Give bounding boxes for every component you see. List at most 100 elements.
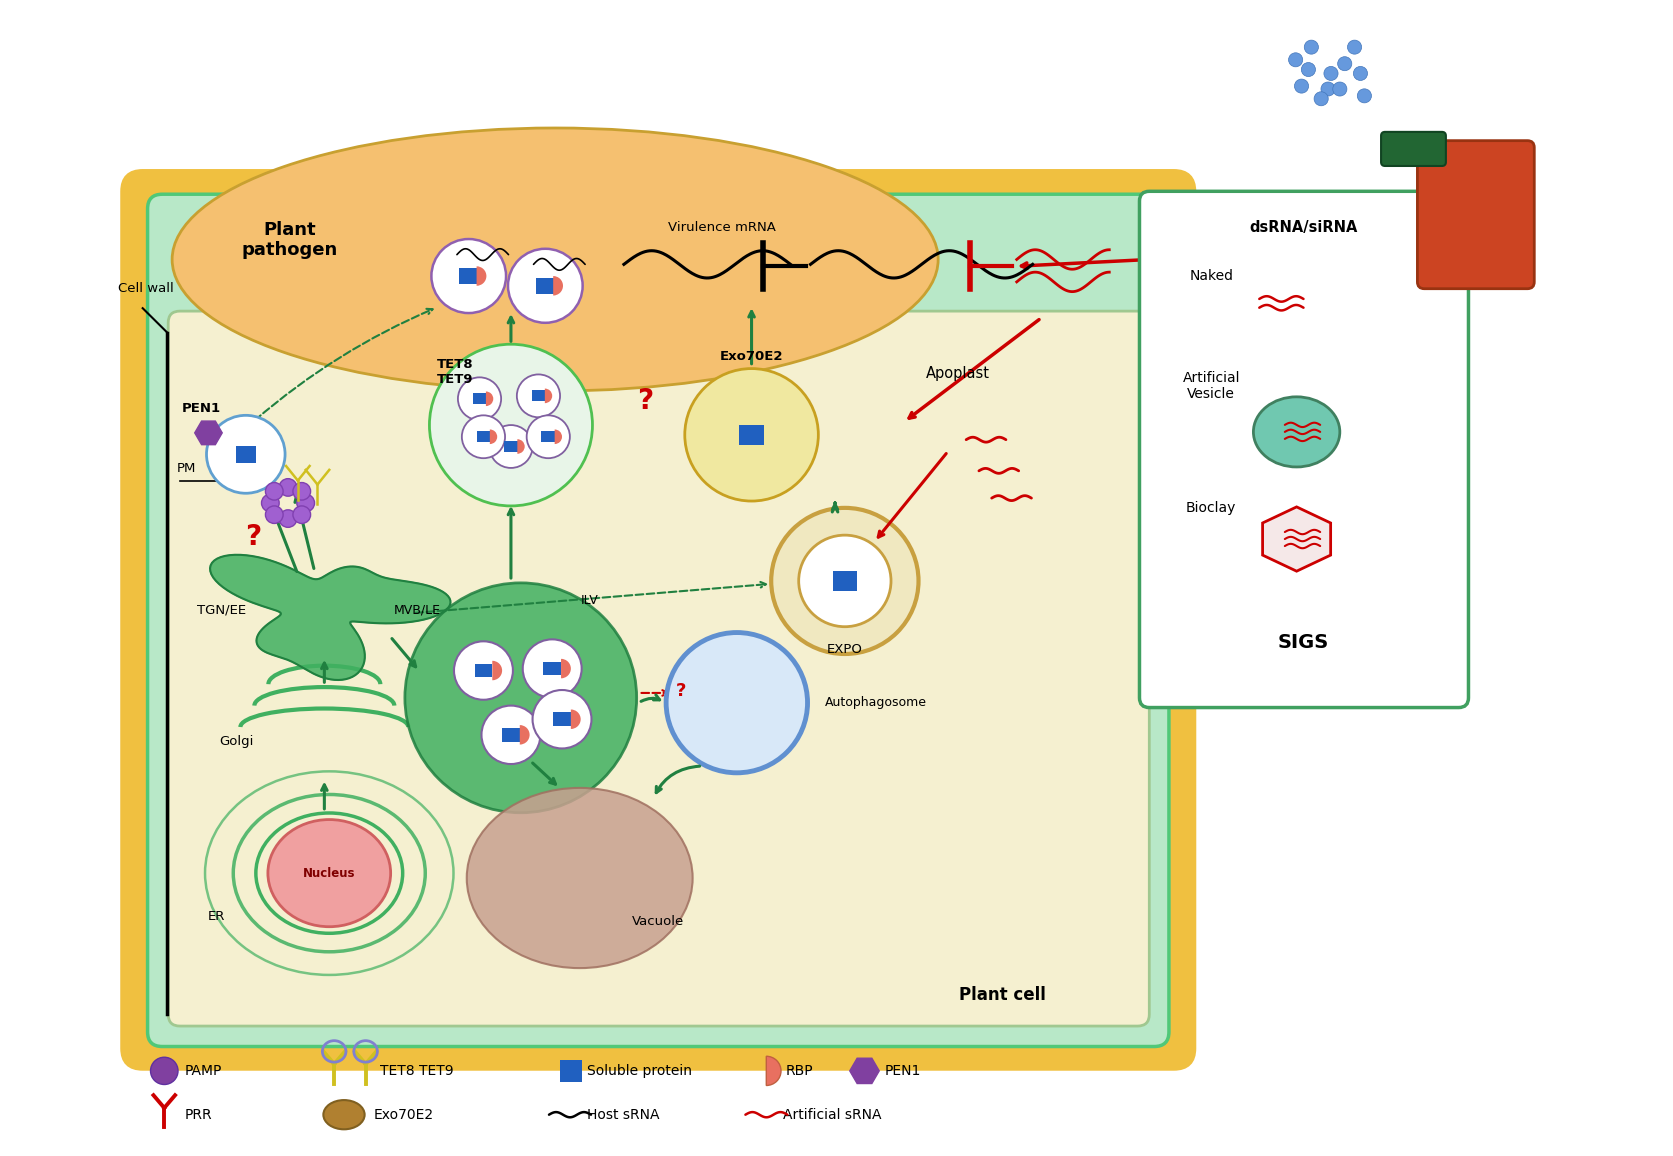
Text: Apoplast: Apoplast (925, 366, 989, 381)
Text: Vacuole: Vacuole (632, 916, 684, 928)
Bar (535, 277, 555, 294)
Bar (477, 431, 490, 442)
FancyBboxPatch shape (1139, 191, 1467, 707)
Text: Soluble protein: Soluble protein (586, 1064, 691, 1077)
Text: Exo70E2: Exo70E2 (373, 1107, 433, 1121)
Wedge shape (554, 430, 562, 444)
Text: Host sRNA: Host sRNA (586, 1107, 659, 1121)
Circle shape (522, 639, 581, 698)
Text: Virulence mRNA: Virulence mRNA (668, 221, 776, 234)
Circle shape (432, 239, 505, 313)
Circle shape (1357, 89, 1370, 103)
Wedge shape (517, 439, 524, 454)
Circle shape (279, 479, 296, 496)
Polygon shape (209, 555, 450, 680)
Ellipse shape (467, 788, 693, 968)
Bar (236, 446, 256, 462)
Text: ILV: ILV (581, 594, 597, 607)
Wedge shape (485, 392, 494, 406)
Bar (560, 1060, 581, 1082)
Wedge shape (552, 276, 562, 296)
Polygon shape (850, 1058, 878, 1083)
Bar (738, 425, 765, 445)
Bar (544, 661, 560, 675)
Text: Cell wall: Cell wall (119, 282, 174, 295)
Text: dsRNA/siRNA: dsRNA/siRNA (1248, 220, 1357, 235)
Circle shape (266, 506, 283, 524)
Bar (458, 268, 478, 284)
FancyBboxPatch shape (147, 194, 1168, 1046)
Text: Bioclay: Bioclay (1184, 501, 1236, 514)
Polygon shape (1261, 506, 1330, 571)
Circle shape (458, 377, 500, 420)
Text: Naked: Naked (1188, 269, 1233, 283)
Text: SIGS: SIGS (1276, 632, 1328, 652)
Circle shape (261, 495, 279, 512)
Circle shape (296, 495, 315, 512)
Bar (475, 664, 492, 677)
Ellipse shape (172, 128, 937, 391)
Ellipse shape (1253, 397, 1338, 467)
Circle shape (1300, 62, 1315, 76)
Circle shape (279, 510, 296, 527)
Circle shape (1293, 79, 1308, 94)
Circle shape (1323, 66, 1337, 81)
Text: RBP: RBP (785, 1064, 813, 1077)
Circle shape (453, 642, 512, 699)
Text: Plant cell: Plant cell (959, 986, 1046, 1003)
Circle shape (1303, 40, 1318, 54)
Text: EXPO: EXPO (826, 643, 862, 655)
Circle shape (1352, 66, 1367, 81)
Text: TGN/EE: TGN/EE (196, 603, 246, 616)
Wedge shape (570, 710, 581, 729)
Circle shape (405, 583, 636, 813)
FancyBboxPatch shape (122, 172, 1193, 1068)
Wedge shape (560, 659, 570, 679)
Bar (502, 728, 520, 742)
Circle shape (532, 690, 591, 748)
Circle shape (1320, 82, 1335, 96)
Text: Artificial
Vesicle: Artificial Vesicle (1181, 371, 1240, 401)
Circle shape (1332, 82, 1347, 96)
Text: Plant
pathogen: Plant pathogen (241, 221, 338, 259)
Circle shape (1288, 53, 1302, 67)
Polygon shape (194, 421, 223, 445)
Circle shape (684, 369, 818, 501)
Text: Golgi: Golgi (219, 735, 253, 748)
Wedge shape (492, 661, 502, 680)
Circle shape (517, 375, 560, 417)
Text: ?: ? (637, 387, 652, 415)
FancyBboxPatch shape (1417, 141, 1534, 289)
Text: ER: ER (207, 911, 224, 924)
Text: Nucleus: Nucleus (303, 867, 355, 880)
Circle shape (507, 249, 582, 323)
Bar (833, 571, 857, 591)
Bar (472, 393, 487, 405)
Text: ?: ? (676, 682, 686, 701)
Wedge shape (766, 1057, 781, 1085)
Circle shape (151, 1058, 177, 1084)
Circle shape (206, 415, 284, 494)
Circle shape (293, 506, 311, 524)
Text: TET8 TET9: TET8 TET9 (380, 1064, 453, 1077)
Text: PM: PM (177, 462, 196, 475)
Circle shape (666, 632, 806, 773)
Circle shape (482, 705, 540, 764)
Text: PEN1: PEN1 (883, 1064, 920, 1077)
Circle shape (1337, 57, 1352, 71)
Text: PEN1: PEN1 (182, 402, 221, 415)
Wedge shape (520, 725, 529, 744)
Text: PAMP: PAMP (184, 1064, 223, 1077)
Circle shape (489, 425, 532, 468)
Circle shape (1347, 40, 1360, 54)
Circle shape (1313, 91, 1327, 106)
Circle shape (430, 344, 592, 506)
Ellipse shape (268, 820, 390, 927)
Text: TET8
TET9: TET8 TET9 (437, 357, 473, 385)
Text: ?: ? (244, 523, 261, 551)
Text: PRR: PRR (184, 1107, 212, 1121)
Wedge shape (490, 430, 497, 444)
Bar (540, 431, 555, 442)
Circle shape (293, 482, 311, 501)
Bar (532, 391, 545, 401)
